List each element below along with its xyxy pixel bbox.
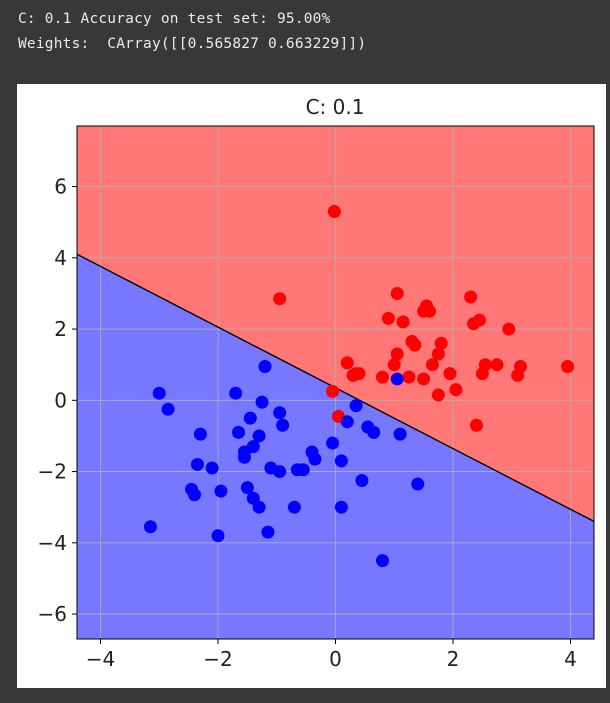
red-data-point [443,367,457,381]
blue-data-point [349,399,363,413]
red-data-point [390,347,404,361]
red-data-point [390,286,404,300]
blue-data-point [376,554,389,568]
y-tick-label: 6 [54,175,67,199]
blue-data-point [273,406,287,420]
blue-data-point [367,425,381,439]
blue-data-point [334,500,348,514]
y-tick-label: −2 [38,460,67,484]
blue-data-point [240,481,254,495]
blue-data-point [205,461,219,475]
blue-data-point [161,402,175,416]
red-data-point [431,347,445,361]
blue-data-point [229,386,243,400]
blue-data-point [287,500,301,514]
blue-data-point [243,411,257,425]
red-data-point [561,359,575,373]
blue-data-point [214,484,228,498]
blue-data-point [411,477,425,491]
red-data-point [449,383,463,397]
blue-data-point [152,386,166,400]
blue-data-point [273,465,287,479]
x-tick-label: −2 [203,647,232,671]
weights-output-line: Weights: CArray([[0.565827 0.663229]]) [18,36,367,52]
y-axis-ticks: −6 −4 −2 0 2 4 6 [38,175,77,626]
y-tick-label: −6 [38,602,67,626]
blue-data-point [308,452,322,466]
red-data-point [417,304,431,318]
plot-figure: C: 0.1 −4 −2 0 2 4 −6 −4 −2 0 2 4 6 [17,84,606,688]
red-data-point [340,356,354,370]
red-data-point [346,368,360,382]
chart-title: C: 0.1 [306,95,365,119]
red-data-point [381,311,395,325]
scatter-points [143,205,575,568]
blue-data-point [193,427,207,441]
blue-data-point [340,415,354,429]
red-data-point [387,358,401,372]
red-data-point [425,358,439,372]
red-data-point [472,313,486,327]
y-tick-label: 4 [54,246,67,270]
red-data-point [475,367,489,381]
blue-data-point [255,395,269,409]
red-data-point [417,372,431,386]
x-tick-label: −4 [86,647,115,671]
red-data-point [376,370,389,384]
blue-data-point [258,359,272,373]
blue-data-point [261,525,275,539]
x-axis-ticks: −4 −2 0 2 4 [86,639,577,671]
y-tick-label: 2 [54,317,67,341]
blue-data-point [252,500,266,514]
red-data-point [402,370,416,384]
accuracy-output-line: C: 0.1 Accuracy on test set: 95.00% [18,11,331,27]
x-tick-label: 0 [329,647,342,671]
red-data-point [490,358,504,372]
blue-data-point [334,454,348,468]
blue-data-point [188,488,201,502]
x-tick-label: 2 [447,647,460,671]
red-data-point [502,322,516,336]
blue-data-point [355,473,369,487]
red-data-point [470,418,483,432]
red-data-point [326,384,340,398]
y-tick-label: 0 [54,388,67,412]
red-data-point [408,338,422,352]
decision-boundary-chart: C: 0.1 −4 −2 0 2 4 −6 −4 −2 0 2 4 6 [38,95,595,671]
blue-data-point [296,463,310,477]
red-data-point [431,388,445,402]
x-tick-label: 4 [564,647,577,671]
blue-data-point [390,372,404,386]
red-data-point [327,205,341,218]
blue-data-point [393,427,407,441]
blue-data-point [252,429,266,443]
red-data-point [464,290,478,304]
red-data-point [273,292,287,306]
red-data-point [434,336,448,350]
blue-data-point [232,425,246,439]
blue-data-point [190,457,204,471]
blue-data-point [326,436,340,450]
blue-data-point [211,529,225,543]
blue-data-point [143,520,157,534]
blue-data-point [237,450,251,464]
red-data-point [396,315,410,329]
console-output: C: 0.1 Accuracy on test set: 95.00% Weig… [0,0,610,72]
red-data-point [511,368,525,382]
y-tick-label: −4 [38,531,67,555]
blue-data-point [276,418,290,432]
